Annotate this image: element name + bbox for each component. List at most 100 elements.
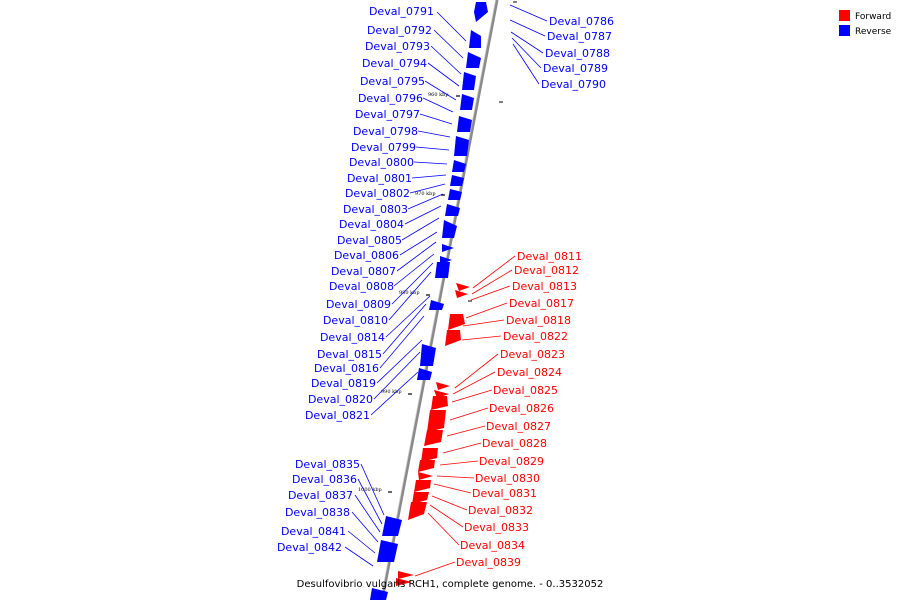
right-reverse-gene-labels: Deval_0786 Deval_0787 Deval_0788 Deval_0789… [541,15,614,91]
gene-label-forward: Deval_0833 [464,521,529,534]
gene-label-forward: Deval_0830 [475,472,540,485]
gene-label-forward: Deval_0834 [460,539,525,552]
reverse-gene [452,160,466,172]
genome-axis-highlight [380,0,496,600]
gene-label-reverse: Deval_0805 [337,234,402,247]
reverse-gene [462,72,476,90]
forward-gene [396,578,412,586]
reverse-gene [469,30,481,48]
gene-label-reverse: Deval_0841 [281,525,346,538]
reverse-gene [466,52,481,68]
gene-label-forward: Deval_0839 [456,556,521,569]
gene-label-reverse: Deval_0791 [369,5,434,18]
gene-label-reverse: Deval_0798 [353,125,418,138]
forward-gene [398,571,414,579]
reverse-gene [457,116,472,132]
gene-label-reverse: Deval_0821 [305,409,370,422]
reverse-gene [442,220,457,238]
forward-gene [414,480,431,492]
tick-marks: 960 kbp 970 kbp 980 kbp 990 kbp 1000 kbp [358,92,460,493]
gene-label-reverse: Deval_0801 [347,172,412,185]
forward-gene [456,283,470,291]
forward-gene [445,330,461,346]
tick-label-980: 980 kbp [399,290,420,296]
gene-label-forward: Deval_0811 [517,250,582,263]
reverse-gene [429,300,444,310]
reverse-gene [417,368,432,380]
reverse-leader-lines [344,4,548,567]
gene-label-reverse: Deval_0842 [277,541,342,554]
reverse-gene [460,94,474,110]
gene-label-forward: Deval_0831 [472,487,537,500]
reverse-gene [445,204,460,216]
gene-label-reverse: Deval_0837 [288,489,353,502]
gene-label-reverse: Deval_0794 [362,57,427,70]
forward-gene [418,472,433,480]
gene-label-reverse: Deval_0792 [367,24,432,37]
gene-label-forward: Deval_0823 [500,348,565,361]
forward-genes [396,283,470,586]
gene-label-forward: Deval_0829 [479,455,544,468]
gene-label-forward: Deval_0818 [506,314,571,327]
gene-label-forward: Deval_0827 [486,420,551,433]
forward-gene [455,290,468,298]
gene-label-reverse: Deval_0797 [355,108,420,121]
gene-label-reverse: Deval_0795 [360,75,425,88]
tick-label-1000: 1000 kbp [358,487,382,493]
genome-caption: Desulfovibrio vulgaris RCH1, complete ge… [297,579,604,590]
legend-forward-swatch [839,10,850,21]
gene-label-reverse: Deval_0796 [358,92,423,105]
gene-label-reverse: Deval_0808 [329,280,394,293]
gene-label-forward: Deval_0828 [482,437,547,450]
forward-gene [408,502,427,520]
forward-leader-lines [414,255,516,577]
gene-label-reverse: Deval_0835 [295,458,360,471]
reverse-gene [377,540,398,562]
gene-label-forward: Deval_0826 [489,402,554,415]
forward-gene [427,410,446,432]
forward-gene [412,492,429,504]
legend-reverse-swatch [839,25,850,36]
gene-label-reverse: Deval_0807 [331,265,396,278]
gene-label-reverse: Deval_0819 [311,377,376,390]
gene-label-reverse: Deval_0786 [549,15,614,28]
gene-label-reverse: Deval_0802 [345,187,410,200]
reverse-gene [370,588,388,600]
genome-axis [380,0,499,600]
reverse-gene [420,344,436,366]
forward-gene [418,460,435,472]
gene-label-reverse: Deval_0810 [323,314,388,327]
forward-gene [448,314,465,330]
gene-label-forward: Deval_0824 [497,366,562,379]
gene-label-reverse: Deval_0790 [541,78,606,91]
gene-label-reverse: Deval_0789 [543,62,608,75]
gene-label-reverse: Deval_0800 [349,156,414,169]
reverse-gene [442,244,454,252]
gene-label-reverse: Deval_0804 [339,218,404,231]
gene-label-reverse: Deval_0820 [308,393,373,406]
forward-gene [421,448,438,462]
tick-label-960: 960 kbp [428,92,449,98]
forward-gene [431,396,448,410]
reverse-gene [474,2,488,22]
gene-label-forward: Deval_0825 [493,384,558,397]
reverse-gene [435,262,450,278]
gene-label-reverse: Deval_0806 [334,249,399,262]
gene-label-reverse: Deval_0809 [326,298,391,311]
gene-label-forward: Deval_0822 [503,330,568,343]
legend-forward-label: Forward [855,12,891,22]
reverse-gene [450,175,464,186]
gene-label-forward: Deval_0813 [512,280,577,293]
reverse-gene [448,189,462,200]
legend-reverse-label: Reverse [855,27,892,37]
forward-gene [436,382,450,390]
gene-label-reverse: Deval_0838 [285,506,350,519]
gene-label-forward: Deval_0832 [468,504,533,517]
left-gene-labels: Deval_0791 Deval_0792 Deval_0793 Deval_0794… [277,5,434,554]
gene-label-reverse: Deval_0787 [547,30,612,43]
gene-label-forward: Deval_0817 [509,297,574,310]
reverse-gene [382,516,402,536]
gene-label-reverse: Deval_0799 [351,141,416,154]
